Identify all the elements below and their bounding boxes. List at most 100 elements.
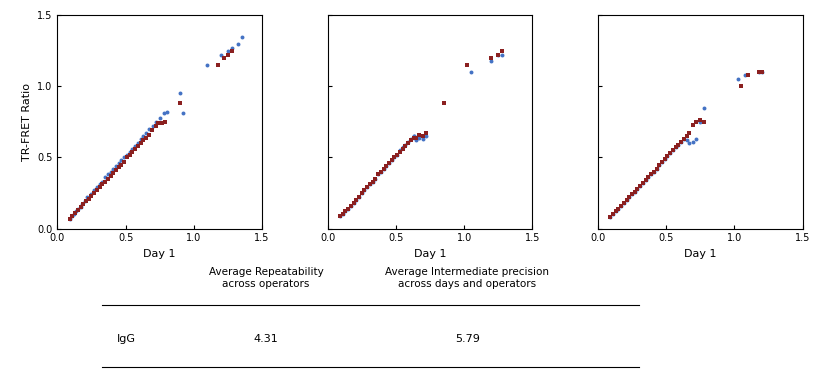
Point bbox=[645, 171, 658, 177]
Point bbox=[658, 156, 672, 162]
Point bbox=[129, 143, 142, 149]
Point bbox=[336, 211, 349, 217]
Point bbox=[680, 133, 693, 139]
Point bbox=[382, 160, 396, 166]
Point bbox=[614, 203, 627, 209]
Point bbox=[160, 109, 173, 115]
Point bbox=[410, 137, 423, 143]
Point bbox=[90, 184, 103, 190]
Point bbox=[460, 62, 473, 68]
Point bbox=[645, 171, 658, 177]
Point bbox=[419, 130, 432, 136]
Point bbox=[81, 194, 94, 200]
Point bbox=[360, 184, 373, 190]
Point bbox=[123, 152, 136, 158]
Point bbox=[339, 208, 352, 214]
Point bbox=[687, 139, 700, 145]
Point bbox=[655, 158, 668, 165]
Point bbox=[391, 152, 404, 158]
Point bbox=[336, 211, 349, 217]
Point bbox=[137, 137, 150, 143]
Point bbox=[612, 206, 625, 212]
Point bbox=[634, 183, 647, 189]
Point bbox=[67, 211, 80, 217]
Point bbox=[753, 69, 766, 75]
Point bbox=[753, 69, 766, 75]
Point bbox=[485, 55, 498, 61]
Point bbox=[620, 197, 633, 203]
Text: 4.31: 4.31 bbox=[254, 334, 278, 344]
Point bbox=[88, 187, 101, 193]
Point bbox=[134, 136, 147, 142]
Point bbox=[464, 69, 477, 75]
Point bbox=[642, 174, 655, 180]
Point bbox=[217, 55, 230, 61]
Point bbox=[74, 204, 87, 210]
Point bbox=[675, 139, 688, 145]
Point bbox=[667, 147, 680, 154]
Point bbox=[698, 119, 711, 125]
Point bbox=[405, 137, 418, 143]
Point bbox=[139, 130, 152, 136]
X-axis label: Day 1: Day 1 bbox=[143, 249, 176, 259]
Point bbox=[401, 139, 414, 145]
Point bbox=[628, 188, 641, 195]
Point bbox=[115, 157, 128, 163]
Point bbox=[157, 110, 170, 116]
Point bbox=[90, 187, 103, 193]
Y-axis label: TR-FRET Ratio: TR-FRET Ratio bbox=[21, 83, 32, 161]
Point bbox=[388, 154, 401, 160]
Point bbox=[631, 186, 644, 192]
Point bbox=[369, 176, 382, 182]
Point bbox=[143, 131, 156, 138]
Point bbox=[342, 206, 355, 212]
Point bbox=[410, 136, 423, 142]
Point bbox=[159, 119, 172, 125]
Point bbox=[491, 52, 505, 58]
Point bbox=[609, 208, 622, 214]
Point bbox=[342, 206, 355, 212]
Point bbox=[118, 154, 131, 160]
Point bbox=[355, 190, 369, 196]
Point bbox=[126, 146, 139, 152]
Point bbox=[675, 139, 688, 145]
Point bbox=[110, 163, 123, 169]
Point bbox=[653, 162, 666, 168]
Point bbox=[93, 181, 106, 187]
Text: Average Repeatability
across operators: Average Repeatability across operators bbox=[209, 267, 324, 289]
Point bbox=[366, 179, 379, 185]
Point bbox=[669, 144, 682, 150]
Point bbox=[215, 52, 228, 58]
Point bbox=[667, 147, 680, 154]
Point bbox=[636, 180, 649, 186]
Point bbox=[374, 169, 387, 175]
Point bbox=[96, 179, 109, 185]
Point bbox=[618, 200, 631, 206]
Point bbox=[221, 52, 234, 58]
Point bbox=[139, 135, 152, 141]
Point bbox=[698, 105, 711, 111]
Point bbox=[618, 200, 631, 206]
Point bbox=[66, 213, 79, 219]
Point bbox=[396, 146, 410, 152]
Point bbox=[134, 140, 147, 146]
Point bbox=[631, 186, 644, 192]
Point bbox=[755, 69, 768, 75]
Point bbox=[225, 45, 238, 51]
Point bbox=[609, 208, 622, 214]
Point bbox=[358, 187, 371, 193]
Point bbox=[120, 154, 133, 160]
Point bbox=[410, 135, 423, 141]
Point bbox=[639, 177, 652, 183]
Point bbox=[639, 177, 652, 183]
Point bbox=[396, 144, 410, 150]
Point bbox=[63, 215, 76, 222]
Point bbox=[413, 135, 426, 141]
Point bbox=[380, 163, 393, 169]
Point bbox=[71, 207, 84, 213]
Point bbox=[407, 135, 420, 141]
Point bbox=[377, 166, 390, 172]
Point bbox=[344, 203, 357, 209]
Point bbox=[85, 193, 98, 199]
Point bbox=[79, 198, 93, 204]
